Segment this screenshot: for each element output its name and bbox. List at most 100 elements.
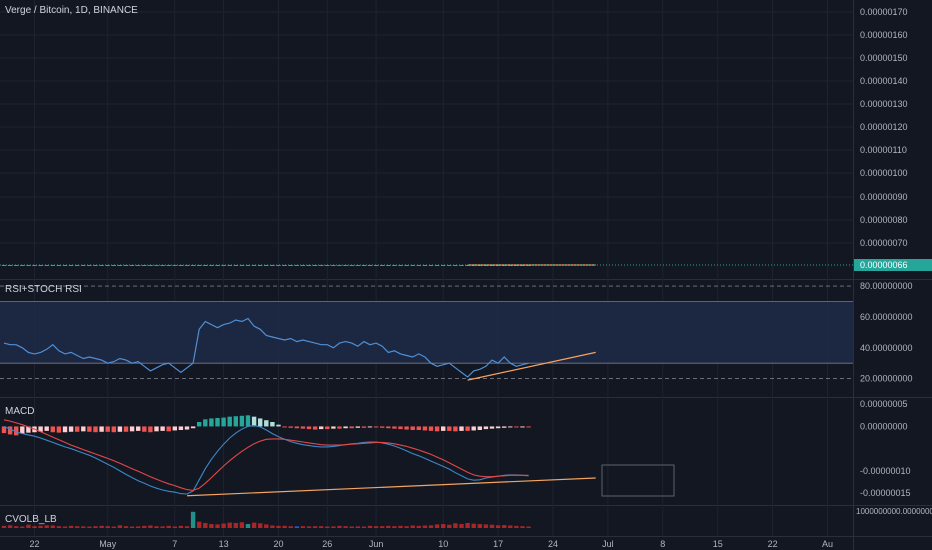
- volume-bar: [288, 526, 293, 528]
- rsi-axis-tick-label: 60.00000000: [860, 312, 913, 322]
- volume-bar: [142, 525, 147, 528]
- volume-bar: [495, 525, 501, 528]
- candle-body: [300, 265, 306, 266]
- macd-histogram-bar: [81, 426, 86, 432]
- macd-histogram-bar: [520, 426, 525, 428]
- volume-bar: [312, 526, 318, 528]
- macd-histogram-bar: [215, 418, 220, 427]
- macd-histogram-bar: [508, 426, 513, 428]
- volume-bar: [148, 525, 153, 528]
- candle-body: [416, 265, 421, 266]
- price-axis-tick-label: 0.00000090: [860, 192, 908, 202]
- macd-histogram-bar: [495, 426, 501, 429]
- macd-histogram-bar: [514, 426, 519, 428]
- volume-axis-tick-label: 1000000000.00000000: [856, 507, 932, 516]
- macd-histogram-bar: [258, 418, 263, 427]
- last-price-tag: [854, 259, 932, 271]
- macd-histogram-bar: [477, 426, 482, 430]
- macd-histogram-bar: [483, 426, 489, 430]
- volume-bar: [117, 525, 123, 528]
- macd-histogram-bar: [276, 424, 281, 427]
- candle-body: [434, 265, 440, 266]
- candle-body: [294, 265, 299, 266]
- price-axis-tick-label: 0.00000130: [860, 99, 908, 109]
- candle-body: [62, 265, 68, 266]
- macd-histogram-bar: [203, 419, 208, 427]
- volume-bar: [453, 523, 458, 528]
- volume-bar: [483, 524, 489, 528]
- volume-bar: [99, 525, 104, 528]
- time-axis-tick-label: 17: [493, 539, 503, 549]
- volume-bar: [184, 526, 190, 528]
- macd-histogram-bar: [270, 422, 275, 427]
- candle-body: [7, 265, 13, 266]
- macd-histogram-bar: [148, 426, 153, 433]
- candle-body: [50, 265, 55, 266]
- macd-histogram-bar: [331, 426, 336, 429]
- candle-body: [245, 265, 251, 266]
- macd-histogram-bar: [306, 426, 312, 430]
- macd-histogram-bar: [111, 426, 116, 433]
- volume-bar: [306, 526, 312, 528]
- macd-histogram-bar: [416, 426, 421, 430]
- volume-bar: [75, 526, 80, 528]
- volume-bar: [502, 525, 507, 528]
- volume-bar: [514, 525, 519, 528]
- volume-bar: [56, 526, 62, 528]
- volume-bar: [105, 526, 110, 528]
- candle-body: [441, 265, 446, 266]
- price-axis-tick-label: 0.00000140: [860, 76, 908, 86]
- volume-bar: [416, 525, 421, 528]
- candle-body: [404, 265, 409, 266]
- volume-bar: [282, 525, 287, 528]
- time-axis-tick-label: Au: [822, 539, 833, 549]
- macd-histogram-bar: [392, 426, 397, 429]
- macd-histogram-bar: [239, 415, 245, 427]
- macd-histogram-bar: [380, 426, 385, 428]
- candle-body: [197, 265, 202, 266]
- macd-histogram-bar: [129, 426, 135, 432]
- volume-bar: [160, 526, 165, 528]
- time-axis-tick-label: 7: [172, 539, 177, 549]
- volume-bar: [123, 526, 129, 528]
- candle-body: [38, 265, 43, 266]
- macd-histogram-bar: [142, 426, 147, 432]
- candle-body: [20, 265, 25, 266]
- time-axis-tick-label: 20: [273, 539, 283, 549]
- time-axis-tick-label: 24: [548, 539, 558, 549]
- candle-body: [282, 265, 287, 266]
- volume-bar: [264, 524, 269, 528]
- macd-histogram-bar: [459, 426, 464, 431]
- macd-histogram-bar: [349, 426, 354, 429]
- macd-trendline: [186, 477, 596, 497]
- macd-histogram-bar: [264, 420, 269, 427]
- candle-body: [203, 265, 208, 266]
- macd-histogram-bar: [465, 426, 470, 431]
- macd-histogram-bar: [325, 426, 330, 430]
- volume-bar: [434, 524, 440, 528]
- rsi-axis-tick-label: 80.00000000: [860, 281, 913, 291]
- candle-body: [14, 265, 19, 266]
- macd-histogram-bar: [245, 415, 251, 427]
- macd-histogram-bar: [26, 426, 31, 433]
- candle-body: [264, 265, 269, 266]
- macd-histogram-bar: [471, 426, 476, 431]
- macd-histogram-bar: [190, 426, 196, 429]
- volume-bar: [349, 526, 354, 528]
- price-axis-tick-label: 0.00000160: [860, 30, 908, 40]
- volume-bar: [44, 525, 49, 528]
- volume-bar: [325, 526, 330, 528]
- time-axis-tick-label: Jun: [369, 539, 384, 549]
- macd-histogram-bar: [428, 426, 434, 431]
- macd-histogram-bar: [319, 426, 324, 430]
- volume-bar: [197, 521, 202, 528]
- volume-bar: [373, 526, 379, 528]
- macd-histogram-bar: [343, 426, 348, 429]
- volume-bar: [166, 525, 171, 528]
- macd-histogram-bar: [251, 416, 257, 427]
- volume-bar: [337, 525, 342, 528]
- volume-bar: [68, 525, 74, 528]
- macd-histogram-bar: [447, 426, 452, 431]
- volume-bar: [129, 526, 135, 528]
